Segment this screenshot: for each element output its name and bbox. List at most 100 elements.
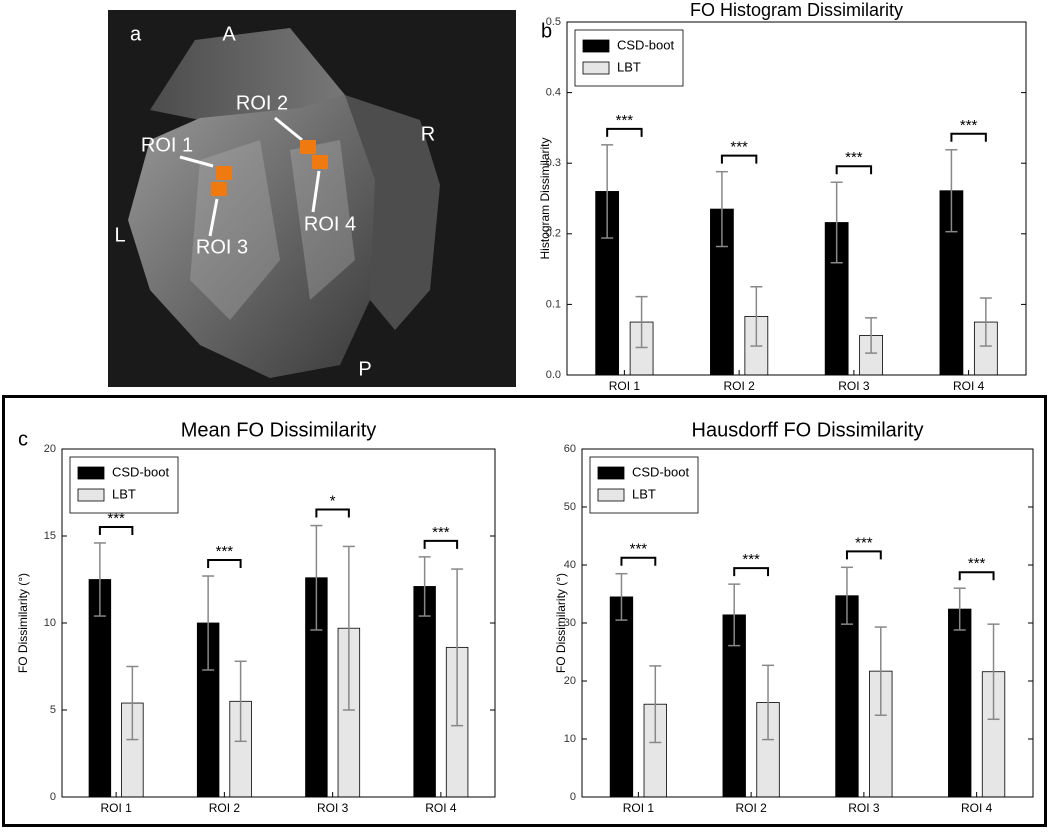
- roi-cube: [216, 166, 232, 180]
- panel-label: b: [541, 20, 552, 42]
- roi-label: ROI 3: [196, 236, 248, 258]
- roi-label: ROI 1: [141, 134, 193, 156]
- legend-label: LBT: [617, 59, 641, 74]
- legend-swatch: [77, 466, 105, 480]
- legend-swatch: [597, 488, 625, 502]
- significance-bracket: [207, 559, 242, 569]
- legend-label: CSD-boot: [112, 464, 169, 479]
- orientation-label: R: [421, 123, 435, 145]
- panel-frame: [2, 395, 1047, 827]
- bar: [948, 608, 972, 798]
- y-tick-label: 10: [44, 617, 56, 629]
- roi-pointer: [208, 198, 219, 237]
- y-tick-label: 0: [50, 791, 56, 803]
- plot-frame: [61, 448, 496, 798]
- y-tick-label: 5: [50, 704, 56, 716]
- y-axis-label: Histogram Dissimilarity: [538, 137, 552, 259]
- significance-bracket: [606, 127, 643, 137]
- roi-label: ROI 2: [236, 92, 288, 114]
- y-tick-label: 10: [564, 733, 576, 745]
- significance-label: ***: [968, 555, 986, 572]
- x-tick-label: ROI 4: [425, 801, 457, 815]
- bar: [413, 586, 436, 798]
- x-tick-label: ROI 1: [609, 379, 641, 393]
- chart-title: FO Histogram Dissimilarity: [690, 0, 903, 20]
- legend-label: CSD-boot: [617, 37, 674, 52]
- y-tick-label: 0.4: [546, 87, 561, 99]
- significance-bracket: [845, 550, 882, 560]
- brain-slice: [150, 28, 345, 120]
- legend-label: LBT: [632, 486, 656, 501]
- y-tick-label: 20: [564, 675, 576, 687]
- significance-bracket: [620, 556, 657, 566]
- y-tick-label: 0.2: [546, 228, 561, 240]
- y-axis-label: FO Dissimilarity (°): [554, 573, 568, 673]
- legend-swatch: [597, 466, 625, 480]
- orientation-label: L: [114, 224, 125, 246]
- significance-label: ***: [432, 524, 450, 541]
- x-tick-label: ROI 1: [100, 801, 132, 815]
- roi-pointer: [179, 155, 214, 168]
- y-tick-label: 0: [570, 791, 576, 803]
- y-tick-label: 60: [564, 443, 576, 455]
- brain-texture: [290, 140, 355, 300]
- legend-box: [574, 29, 684, 87]
- roi-pointer: [311, 170, 321, 213]
- roi-cube: [211, 182, 227, 196]
- significance-bracket: [98, 525, 134, 535]
- x-tick-label: ROI 1: [623, 801, 655, 815]
- x-tick-label: ROI 4: [961, 801, 993, 815]
- legend-swatch: [582, 61, 610, 75]
- legend-box: [69, 456, 179, 514]
- significance-bracket: [315, 508, 350, 518]
- significance-label: ***: [742, 551, 760, 568]
- x-tick-label: ROI 3: [317, 801, 349, 815]
- roi-cube: [312, 155, 328, 169]
- bar: [835, 595, 859, 798]
- significance-label: ***: [960, 117, 978, 134]
- significance-label: ***: [630, 541, 648, 558]
- x-tick-label: ROI 4: [953, 379, 985, 393]
- legend-box: [589, 456, 699, 514]
- chart-title: Hausdorff FO Dissimilarity: [692, 419, 924, 441]
- plot-frame: [566, 21, 1027, 376]
- significance-label: ***: [216, 543, 234, 560]
- x-tick-label: ROI 2: [723, 379, 755, 393]
- significance-bracket: [835, 165, 873, 175]
- roi-cube: [300, 140, 316, 154]
- legend-swatch: [582, 39, 610, 53]
- x-tick-label: ROI 3: [838, 379, 870, 393]
- significance-label: ***: [730, 139, 748, 156]
- brain-image: a A R P L ROI 1 ROI 2 ROI 3 ROI 4: [108, 10, 516, 387]
- legend-label: LBT: [112, 486, 136, 501]
- y-tick-label: 0.0: [546, 369, 561, 381]
- orientation-label: A: [222, 23, 236, 45]
- significance-label: ***: [107, 510, 125, 527]
- y-tick-label: 20: [44, 443, 56, 455]
- roi-label: ROI 4: [304, 213, 356, 235]
- significance-label: ***: [855, 534, 873, 551]
- significance-label: ***: [845, 149, 863, 166]
- roi-pointer: [274, 116, 303, 142]
- significance-bracket: [423, 539, 459, 549]
- y-tick-label: 15: [44, 530, 56, 542]
- bar: [609, 596, 634, 798]
- x-tick-label: ROI 2: [735, 801, 767, 815]
- panel-label: a: [130, 23, 142, 45]
- significance-bracket: [720, 154, 758, 164]
- y-axis-label: FO Dissimilarity (°): [16, 573, 30, 673]
- significance-bracket: [950, 132, 987, 142]
- y-tick-label: 50: [564, 501, 576, 513]
- y-tick-label: 0.1: [546, 298, 561, 310]
- significance-bracket: [958, 571, 995, 581]
- x-tick-label: ROI 3: [848, 801, 880, 815]
- plot-frame: [581, 448, 1034, 798]
- significance-label: ***: [616, 112, 634, 129]
- x-tick-label: ROI 2: [209, 801, 241, 815]
- y-tick-label: 0.5: [546, 16, 561, 28]
- y-tick-label: 30: [564, 617, 576, 629]
- legend-label: CSD-boot: [632, 464, 689, 479]
- y-tick-label: 0.3: [546, 157, 561, 169]
